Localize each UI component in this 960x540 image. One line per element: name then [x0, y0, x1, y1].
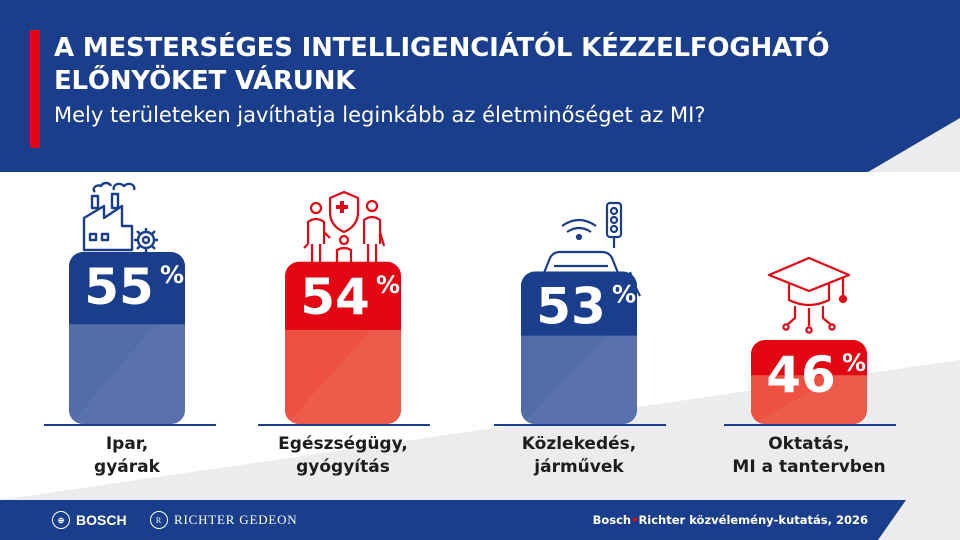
category-labels: Ipar, gyárak Egészségügy, gyógyítás Közl…: [94, 434, 886, 477]
footer: ⊕ BOSCH R RICHTER GEDEON Bosch•Richter k…: [0, 500, 960, 540]
category-label-2-line2: gyógyítás: [296, 457, 390, 477]
richter-logo: R RICHTER GEDEON: [150, 511, 298, 529]
bar-unit-label-3: %: [612, 281, 636, 309]
category-label-1-line2: gyárak: [94, 457, 161, 477]
category-label-4-line1: Oktatás,: [768, 434, 850, 454]
richter-wordmark: RICHTER GEDEON: [174, 512, 298, 527]
page-subtitle: Mely területeken javíthatja leginkább az…: [54, 103, 706, 127]
source-separator: •: [631, 513, 639, 527]
bar-unit-label-2: %: [376, 271, 400, 299]
bar-unit-label-4: %: [842, 349, 866, 377]
header-banner: A MESTERSÉGES INTELLIGENCIÁTÓL KÉZZELFOG…: [0, 0, 960, 172]
bosch-wordmark: BOSCH: [76, 512, 127, 528]
source-note: Bosch•Richter közvélemény-kutatás, 2026: [593, 513, 868, 527]
bar-value-label-2: 54: [300, 268, 370, 326]
category-label-4-line2: MI a tantervben: [732, 457, 885, 477]
bar-unit-label-1: %: [160, 261, 184, 289]
bar-facet-light-4: [751, 375, 867, 424]
bosch-logo: ⊕ BOSCH: [52, 511, 127, 529]
bar-facet-light-3: [521, 335, 637, 424]
bar-value-label-1: 55: [84, 258, 154, 316]
title-accent-bar: [30, 30, 40, 148]
bar-facet-light-2: [285, 329, 401, 424]
category-label-3-line1: Közlekedés,: [522, 434, 636, 454]
chart-backdrop: [0, 172, 960, 500]
category-label-1-line1: Ipar,: [106, 434, 148, 454]
category-label-2-line1: Egészségügy,: [278, 434, 408, 454]
graduation-cap-ai-icon: [767, 256, 851, 334]
bars-group: 55% 54% 53 %46%: [69, 252, 867, 424]
source-bosch: Bosch: [592, 513, 632, 527]
footer-background: [0, 500, 906, 540]
bar-facet-3: [521, 335, 607, 424]
factory-icon: [82, 181, 158, 252]
header-background: [0, 0, 960, 172]
source-richter: Richter közvélemény-kutatás, 2026: [638, 513, 868, 527]
family-health-icon: [303, 190, 386, 262]
bar-facet-2: [285, 329, 371, 424]
bar-facet-light-1: [69, 324, 185, 424]
category-label-3-line2: járművek: [533, 457, 624, 477]
page-title: A MESTERSÉGES INTELLIGENCIÁTÓL KÉZZELFOG…: [54, 33, 830, 96]
bosch-armature-icon: ⊕: [52, 511, 70, 529]
richter-emblem-icon: R: [150, 511, 168, 529]
bar-value-label-3: 53: [536, 278, 606, 336]
bar-value-label-4: 46: [766, 346, 836, 404]
bar-facet-4: [751, 375, 837, 424]
